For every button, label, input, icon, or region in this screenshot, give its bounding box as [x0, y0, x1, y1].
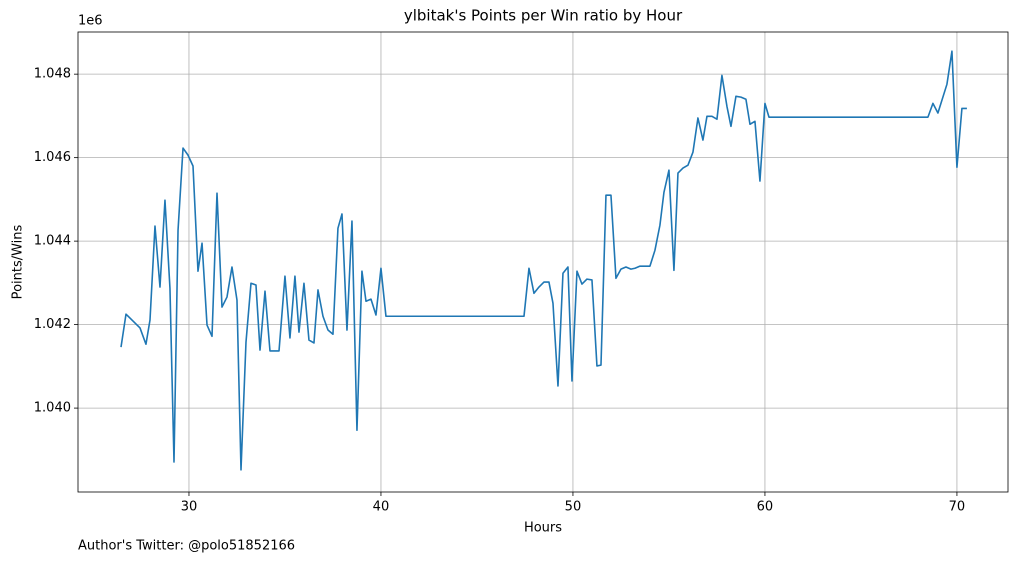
y-axis-label: Points/Wins: [11, 224, 26, 299]
footnote: Author's Twitter: @polo51852166: [78, 539, 295, 554]
plot-frame: [77, 31, 1009, 493]
x-axis-label: Hours: [524, 521, 562, 536]
y-tick-label: 1.040: [34, 401, 71, 416]
chart-title: ylbitak's Points per Win ratio by Hour: [404, 7, 683, 25]
x-tick-label: 70: [949, 500, 966, 515]
axis-offset: 1e6: [78, 14, 103, 29]
x-tick-label: 30: [181, 500, 198, 515]
data-line: [120, 50, 967, 471]
y-tick-label: 1.048: [34, 67, 71, 82]
x-tick-label: 60: [757, 500, 774, 515]
y-tick-label: 1.044: [34, 234, 71, 249]
x-tick-label: 40: [373, 500, 390, 515]
y-tick-label: 1.042: [34, 317, 71, 332]
x-tick-label: 50: [565, 500, 582, 515]
y-tick-label: 1.046: [34, 150, 71, 165]
